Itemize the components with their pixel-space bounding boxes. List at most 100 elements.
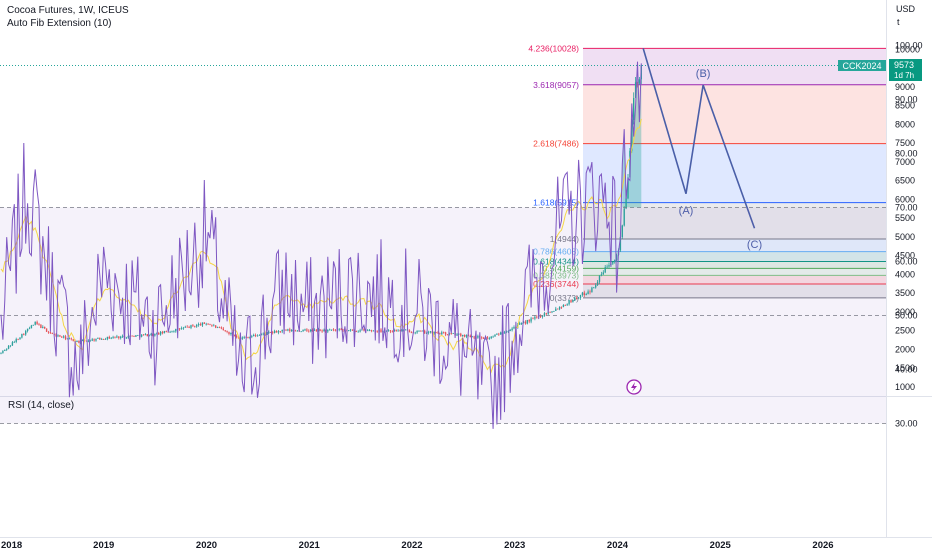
candle-body[interactable]	[612, 261, 614, 264]
candle-body[interactable]	[256, 335, 259, 337]
candle-body[interactable]	[329, 329, 331, 331]
candle-body[interactable]	[363, 329, 365, 331]
candle-body[interactable]	[110, 337, 112, 339]
candle-body[interactable]	[163, 331, 166, 334]
candle-body[interactable]	[121, 335, 124, 337]
candle-body[interactable]	[460, 333, 462, 337]
candle-body[interactable]	[262, 333, 264, 335]
candle-body[interactable]	[226, 330, 228, 332]
candle-body[interactable]	[253, 335, 255, 337]
candle-body[interactable]	[342, 329, 344, 331]
candle-body[interactable]	[184, 326, 186, 328]
candle-body[interactable]	[458, 333, 460, 335]
candle-body[interactable]	[61, 336, 63, 338]
candle-body[interactable]	[97, 337, 99, 339]
candle-body[interactable]	[116, 336, 118, 338]
candle-body[interactable]	[488, 338, 490, 340]
candle-body[interactable]	[272, 332, 274, 334]
candle-body[interactable]	[325, 329, 327, 332]
candle-body[interactable]	[560, 306, 563, 308]
candle-body[interactable]	[159, 331, 162, 335]
candle-body[interactable]	[235, 335, 238, 338]
candle-body[interactable]	[355, 331, 357, 333]
candle-body[interactable]	[367, 330, 369, 332]
candle-body[interactable]	[443, 332, 445, 334]
candle-body[interactable]	[99, 337, 101, 340]
candle-body[interactable]	[473, 336, 475, 338]
candle-body[interactable]	[106, 336, 109, 340]
candle-body[interactable]	[101, 339, 103, 340]
candle-body[interactable]	[401, 330, 403, 332]
candle-body[interactable]	[150, 333, 152, 336]
candle-body[interactable]	[205, 323, 207, 325]
candle-body[interactable]	[524, 321, 527, 324]
candle-body[interactable]	[576, 298, 578, 299]
candle-body[interactable]	[140, 334, 143, 337]
candle-body[interactable]	[234, 335, 236, 336]
candle-body[interactable]	[469, 335, 471, 338]
candle-body[interactable]	[114, 336, 116, 338]
candle-body[interactable]	[619, 236, 622, 251]
candle-body[interactable]	[338, 329, 340, 331]
candle-body[interactable]	[631, 120, 633, 151]
candle-body[interactable]	[389, 330, 392, 332]
candle-body[interactable]	[203, 322, 205, 324]
candle-body[interactable]	[222, 328, 224, 331]
candle-body[interactable]	[606, 266, 608, 268]
candle-body[interactable]	[528, 319, 530, 322]
candle-body[interactable]	[311, 329, 314, 331]
candle-body[interactable]	[481, 337, 483, 339]
candle-body[interactable]	[439, 333, 441, 335]
candle-body[interactable]	[308, 330, 310, 332]
candle-body[interactable]	[418, 330, 420, 332]
candle-body[interactable]	[70, 338, 72, 340]
candle-body[interactable]	[596, 281, 599, 286]
candle-body[interactable]	[15, 339, 17, 342]
candle-body[interactable]	[564, 304, 566, 306]
candle-body[interactable]	[112, 336, 114, 338]
candle-body[interactable]	[32, 324, 34, 326]
candle-body[interactable]	[220, 327, 223, 329]
candle-body[interactable]	[530, 318, 532, 322]
candle-body[interactable]	[131, 335, 133, 337]
candle-body[interactable]	[585, 294, 587, 296]
candle-body[interactable]	[180, 328, 183, 330]
wave-projection-path[interactable]	[642, 48, 756, 229]
candle-body[interactable]	[82, 340, 84, 341]
candle-body[interactable]	[634, 82, 637, 99]
candle-body[interactable]	[64, 336, 67, 340]
candle-body[interactable]	[310, 329, 312, 332]
candle-body[interactable]	[300, 331, 302, 333]
candle-body[interactable]	[251, 336, 253, 338]
candle-body[interactable]	[319, 329, 321, 331]
candle-body[interactable]	[408, 330, 411, 333]
candle-body[interactable]	[465, 334, 468, 337]
candle-body[interactable]	[95, 338, 97, 341]
candle-body[interactable]	[441, 332, 443, 335]
candle-body[interactable]	[209, 324, 211, 326]
candle-body[interactable]	[0, 352, 2, 354]
candle-body[interactable]	[57, 335, 59, 337]
candle-body[interactable]	[471, 336, 473, 338]
candle-body[interactable]	[627, 177, 629, 199]
candle-body[interactable]	[380, 329, 382, 332]
candle-body[interactable]	[387, 330, 390, 332]
candle-body[interactable]	[224, 330, 226, 331]
candle-body[interactable]	[462, 334, 464, 337]
candle-body[interactable]	[541, 315, 544, 317]
candle-body[interactable]	[45, 328, 48, 332]
candle-body[interactable]	[148, 335, 150, 337]
candle-body[interactable]	[574, 298, 576, 301]
candle-body[interactable]	[304, 329, 306, 331]
candle-body[interactable]	[391, 331, 394, 333]
candle-body[interactable]	[332, 329, 335, 331]
candle-body[interactable]	[545, 313, 547, 315]
candle-body[interactable]	[287, 329, 289, 331]
candle-body[interactable]	[623, 208, 625, 226]
candle-body[interactable]	[199, 324, 202, 326]
candle-body[interactable]	[165, 331, 167, 332]
candle-body[interactable]	[433, 332, 435, 334]
candle-body[interactable]	[11, 342, 14, 346]
candle-body[interactable]	[281, 329, 283, 332]
